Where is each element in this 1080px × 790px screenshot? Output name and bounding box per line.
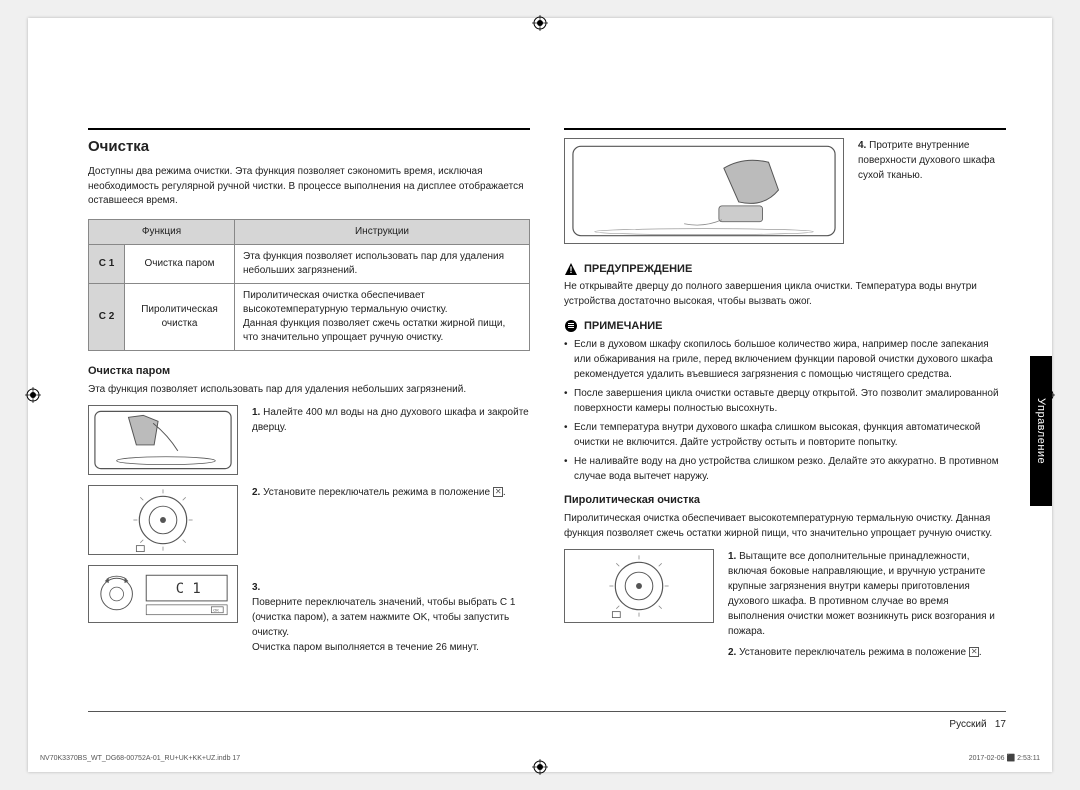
- functions-table: Функция Инструкции C 1 Очистка паром Эта…: [88, 219, 530, 351]
- section-title: Очистка: [88, 138, 530, 155]
- step-num: 1.: [252, 407, 260, 418]
- step-num: 1.: [728, 551, 736, 562]
- note-title: ПРИМЕЧАНИЕ: [584, 320, 663, 332]
- right-column: 4. Протрите внутренние поверхности духов…: [564, 128, 1006, 732]
- svg-text:C 1: C 1: [176, 581, 201, 597]
- footer-page: 17: [995, 719, 1006, 730]
- warning-title: ПРЕДУПРЕЖДЕНИЕ: [584, 263, 692, 275]
- control-panel-figure: C 1 OK: [88, 565, 238, 623]
- left-column: Очистка Доступны два режима очистки. Эта…: [88, 128, 530, 732]
- step-text: 3. Поверните переключатель значений, что…: [252, 565, 530, 655]
- step-num: 3.: [252, 582, 260, 593]
- step-2: 2. Установите переключатель режима в пол…: [88, 485, 530, 555]
- note-item: Не наливайте воду на дно устройства слиш…: [564, 454, 1006, 484]
- note-icon: [564, 319, 578, 333]
- step-text: 1. Вытащите все дополнительные принадлеж…: [728, 549, 1006, 660]
- manual-page: Управление Очистка Доступны два режима о…: [28, 18, 1052, 772]
- note-heading: ПРИМЕЧАНИЕ: [564, 319, 1006, 333]
- pyro-desc: Пиролитическая очистка обеспечивает высо…: [564, 512, 1006, 541]
- wipe-oven-figure: [564, 138, 844, 244]
- table-header: Функция: [89, 219, 235, 244]
- table-row: C 2 Пиролитическая очистка Пиролитическа…: [89, 283, 530, 350]
- func-code: C 2: [89, 283, 125, 350]
- step-body: Установите переключатель режима в положе…: [739, 647, 966, 658]
- footer-lang: Русский: [949, 719, 986, 730]
- section-tab-label: Управление: [1035, 398, 1047, 464]
- step-num: 2.: [252, 487, 260, 498]
- func-code: C 1: [89, 244, 125, 283]
- warning-icon: !: [564, 262, 578, 276]
- mode-dial-figure: [88, 485, 238, 555]
- func-name: Пиролитическая очистка: [125, 283, 235, 350]
- mode-icon: [493, 487, 503, 497]
- func-name: Очистка паром: [125, 244, 235, 283]
- footer-rule: [88, 711, 1006, 712]
- mode-dial-figure: [564, 549, 714, 623]
- note-item: Если в духовом шкафу скопилось большое к…: [564, 337, 1006, 382]
- content-area: Очистка Доступны два режима очистки. Эта…: [88, 128, 1006, 732]
- steam-desc: Эта функция позволяет использовать пар д…: [88, 383, 530, 398]
- step-text: 1. Налейте 400 мл воды на дно духового ш…: [252, 405, 530, 435]
- svg-text:OK: OK: [213, 608, 219, 613]
- intro-text: Доступны два режима очистки. Эта функция…: [88, 165, 530, 209]
- svg-text:!: !: [570, 265, 573, 275]
- crop-mark-icon: [532, 15, 548, 31]
- step-body: Протрите внутренние поверхности духового…: [858, 140, 995, 181]
- page-footer: Русский 17: [949, 719, 1006, 730]
- crop-mark-icon: [25, 387, 41, 403]
- notes-list: Если в духовом шкафу скопилось большое к…: [564, 337, 1006, 484]
- file-path-footer: NV70K3370BS_WT_DG68-00752A-01_RU+UK+KK+U…: [40, 755, 240, 762]
- note-item: После завершения цикла очистки оставьте …: [564, 386, 1006, 416]
- step-1: 1. Налейте 400 мл воды на дно духового ш…: [88, 405, 530, 475]
- step-body: Вытащите все дополнительные принадлежнос…: [728, 551, 995, 637]
- func-desc: Эта функция позволяет использовать пар д…: [235, 244, 530, 283]
- pyro-step-1: 1. Вытащите все дополнительные принадлеж…: [564, 549, 1006, 660]
- steam-heading: Очистка паром: [88, 365, 530, 377]
- step-text: 2. Установите переключатель режима в пол…: [252, 485, 530, 500]
- pour-water-figure: [88, 405, 238, 475]
- step-3: C 1 OK 3. Поверните переключатель значен…: [88, 565, 530, 655]
- step-body: Налейте 400 мл воды на дно духового шкаф…: [252, 407, 529, 433]
- step-num: 4.: [858, 140, 866, 151]
- step-body: Поверните переключатель значений, чтобы …: [252, 597, 515, 653]
- mode-icon: [969, 647, 979, 657]
- pyro-heading: Пиролитическая очистка: [564, 494, 1006, 506]
- timestamp-footer: 2017-02-06 ⬛ 2:53:11: [969, 754, 1040, 762]
- step-body: Установите переключатель режима в положе…: [263, 487, 490, 498]
- step-text: 4. Протрите внутренние поверхности духов…: [858, 138, 1006, 183]
- table-row: C 1 Очистка паром Эта функция позволяет …: [89, 244, 530, 283]
- table-header: Инструкции: [235, 219, 530, 244]
- note-item: Если температура внутри духового шкафа с…: [564, 420, 1006, 450]
- crop-mark-icon: [532, 759, 548, 775]
- step-num: 2.: [728, 647, 736, 658]
- section-tab: Управление: [1030, 356, 1052, 506]
- warning-text: Не открывайте дверцу до полного завершен…: [564, 280, 1006, 309]
- func-desc: Пиролитическая очистка обеспечивает высо…: [235, 283, 530, 350]
- warning-heading: ! ПРЕДУПРЕЖДЕНИЕ: [564, 262, 1006, 276]
